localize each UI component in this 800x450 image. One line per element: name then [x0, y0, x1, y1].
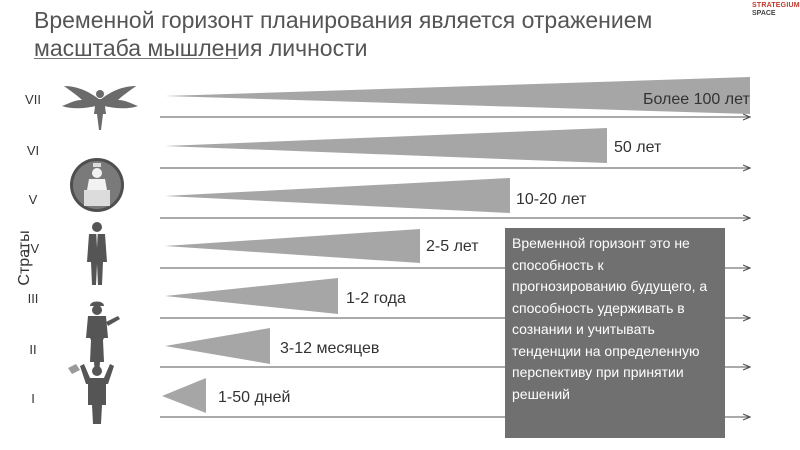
strata-label-3: III	[27, 291, 39, 306]
strata-label-7: VII	[25, 92, 41, 107]
horizon-wedge-6	[165, 128, 607, 163]
logo: STRATEGIUM SPACE	[752, 2, 800, 18]
worker-hardhat-icon	[86, 301, 120, 340]
horizon-wedge-1	[162, 378, 206, 413]
strata-label-6: VI	[26, 143, 40, 158]
logo-line1: STRATEGIUM	[752, 2, 800, 9]
horizon-label-2: 3-12 месяцев	[280, 340, 380, 357]
businessman-suit-icon	[87, 222, 107, 285]
horizon-wedge-3	[165, 278, 338, 314]
strata-label-4: IV	[26, 241, 40, 256]
horizon-wedge-7	[165, 77, 750, 114]
horizon-label-5: 10-20 лет	[516, 191, 587, 208]
horizon-wedge-4	[165, 229, 420, 263]
horizon-label-7: Более 100 лет	[643, 91, 750, 108]
worker-with-tools-icon	[90, 340, 104, 375]
horizon-label-1: 1-50 дней	[218, 389, 291, 406]
title-underline	[34, 58, 238, 59]
horizon-label-6: 50 лет	[614, 139, 662, 156]
page-title: Временной горизонт планирования является…	[34, 7, 653, 61]
horizon-wedge-2	[165, 328, 270, 364]
logo-line2: SPACE	[752, 10, 776, 17]
explanation-box: Временной горизонт это не способность к …	[505, 228, 725, 438]
speaker-podium-icon	[70, 158, 124, 212]
strata-label-2: II	[29, 342, 37, 357]
horizon-wedge-5	[165, 178, 510, 213]
horizon-label-3: 1-2 года	[346, 290, 406, 307]
strata-label-1: I	[31, 391, 35, 406]
winged-angel-icon	[62, 86, 138, 130]
horizon-label-4: 2-5 лет	[426, 238, 479, 255]
worker-arms-up-icon	[68, 364, 114, 424]
strata-label-5: V	[28, 192, 38, 207]
